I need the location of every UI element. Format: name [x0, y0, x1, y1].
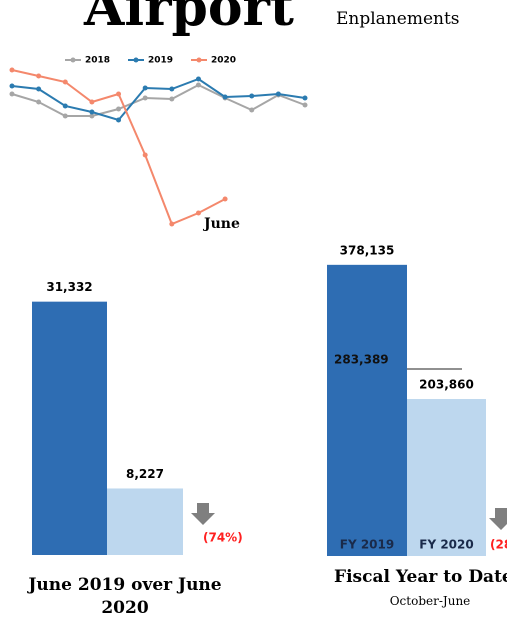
series-line — [11, 83, 306, 117]
point — [116, 106, 122, 112]
point — [169, 221, 175, 227]
bar — [327, 264, 407, 556]
bar-subcaption: October-June — [389, 594, 471, 608]
point — [195, 210, 201, 216]
down-arrow — [191, 503, 215, 525]
legend-marker — [70, 57, 76, 63]
legend-label: 2020 — [211, 56, 236, 66]
series-line — [11, 77, 306, 122]
point — [302, 95, 308, 101]
point — [116, 91, 122, 97]
annotation: June — [202, 216, 240, 232]
point — [9, 83, 15, 89]
category-label: FY 2020 — [419, 538, 473, 552]
value-label: 31,332 — [46, 280, 92, 294]
value-label: 378,135 — [340, 243, 395, 257]
point — [62, 113, 68, 119]
point — [195, 76, 201, 82]
point — [249, 93, 255, 99]
point — [116, 117, 122, 123]
annotation: 283,389 — [334, 353, 389, 367]
bar-caption: Fiscal Year to Date — [334, 567, 507, 587]
change-label: (28%) — [490, 538, 507, 552]
value-label: 203,860 — [419, 378, 474, 392]
point — [89, 99, 95, 105]
point — [169, 86, 175, 92]
legend-marker — [133, 57, 139, 63]
point — [62, 103, 68, 109]
point — [169, 96, 175, 102]
page-title: Airport — [84, 0, 294, 38]
point — [9, 67, 15, 73]
point — [142, 85, 148, 91]
bar — [107, 488, 183, 555]
point — [89, 113, 95, 119]
value-label: 8,227 — [126, 467, 164, 481]
point — [142, 95, 148, 101]
point — [36, 73, 42, 79]
change-label: (74%) — [203, 531, 243, 545]
point — [62, 79, 68, 85]
category-label: FY 2019 — [340, 538, 394, 552]
point — [36, 99, 42, 105]
point — [89, 109, 95, 115]
point — [275, 91, 281, 97]
legend-label: 2019 — [148, 56, 173, 66]
point — [249, 107, 255, 113]
page-subtitle: Enplanements — [336, 9, 460, 29]
legend-marker — [196, 57, 202, 63]
point — [222, 94, 228, 100]
down-arrow — [489, 508, 507, 530]
point — [9, 91, 15, 97]
point — [222, 196, 228, 202]
point — [36, 86, 42, 92]
bar-caption: June 2019 over June 2020 — [28, 575, 222, 618]
bar — [32, 301, 107, 555]
point — [142, 152, 148, 158]
point — [195, 82, 201, 88]
bar — [407, 399, 486, 556]
point — [302, 102, 308, 108]
legend-label: 2018 — [85, 56, 110, 66]
